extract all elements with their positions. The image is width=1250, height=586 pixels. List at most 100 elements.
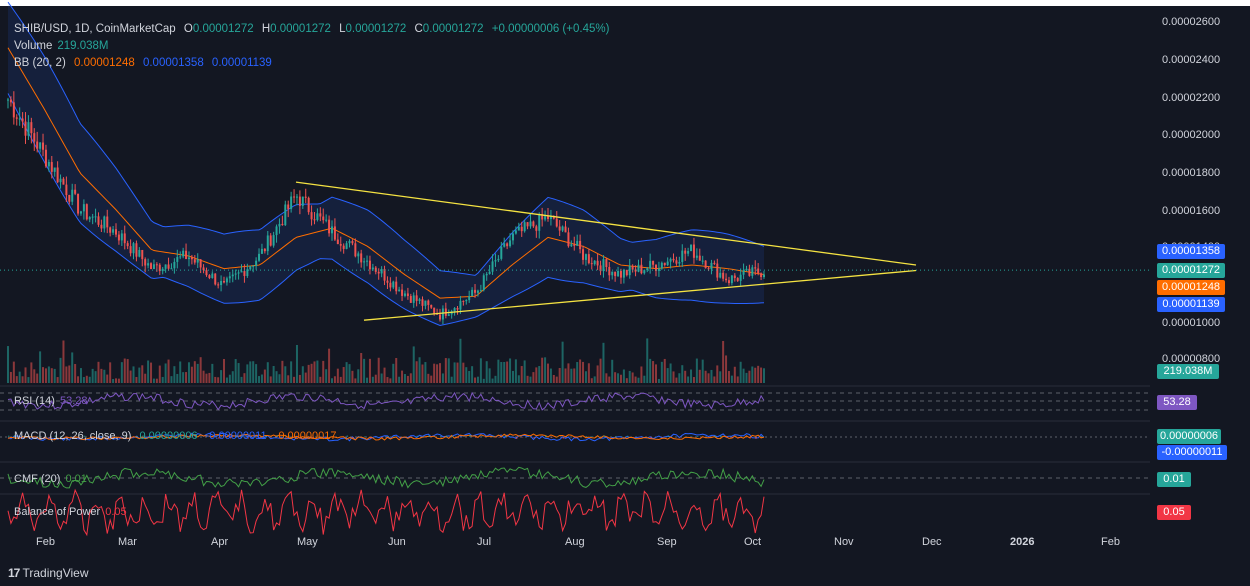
volume-bar	[608, 376, 611, 383]
volume-bar	[587, 363, 590, 383]
candle-body	[50, 162, 53, 172]
close-price-tag: 0.00001272	[1157, 263, 1225, 278]
candle-body	[120, 233, 123, 241]
symbol-label[interactable]: SHIB/USD, 1D, CoinMarketCap	[14, 23, 176, 35]
volume-bar	[439, 363, 441, 383]
candle-body	[167, 264, 170, 269]
candle-body	[237, 272, 240, 274]
candle-body	[436, 313, 439, 315]
candle-body	[39, 142, 42, 149]
volume-bar	[223, 358, 225, 383]
volume-bar	[678, 373, 681, 383]
volume-bar	[255, 364, 258, 383]
bop-legend[interactable]: Balance of Power 0.05	[14, 506, 132, 518]
volume-bar	[722, 340, 725, 383]
macd-hist-bar	[469, 435, 471, 437]
macd-hist-bar	[276, 435, 279, 437]
volume-legend[interactable]: Volume 219.038M	[14, 39, 114, 53]
bb-legend[interactable]: BB (20, 2) 0.00001248 0.00001358 0.00001…	[14, 56, 277, 70]
candle-body	[112, 229, 115, 233]
candle-body	[150, 263, 153, 270]
candle-body	[523, 222, 526, 232]
macd-hist-bar	[475, 437, 477, 438]
rsi-label: RSI (14)	[14, 395, 55, 407]
volume-bar	[91, 368, 94, 383]
volume-bar	[500, 361, 503, 383]
volume-bar	[295, 344, 298, 383]
macd-hist-bar	[142, 435, 144, 437]
candle-body	[266, 235, 269, 252]
volume-bar	[497, 359, 500, 383]
trendline-upper	[295, 181, 917, 266]
volume-bar	[53, 368, 56, 383]
volume-bar	[150, 362, 153, 383]
brand[interactable]: 17 TradingView	[8, 566, 89, 580]
volume-bar	[357, 369, 360, 383]
candle-body	[619, 270, 622, 278]
chart-canvas[interactable]	[0, 0, 1150, 560]
candle-body	[406, 293, 409, 297]
macd-hist-bar	[48, 437, 51, 439]
volume-bar	[727, 371, 730, 383]
macd-tag-2: -0.00000011	[1157, 445, 1227, 460]
candle-body	[132, 243, 135, 254]
candle-body	[313, 219, 316, 221]
tradingview-logo-icon: 17	[8, 566, 20, 580]
volume-bar	[135, 376, 138, 383]
candle-body	[199, 259, 202, 268]
candle-body	[587, 254, 590, 264]
candle-body	[44, 149, 47, 167]
candle-body	[211, 273, 214, 279]
volume-bar	[424, 362, 427, 383]
candle-body	[258, 253, 261, 261]
candle-body	[374, 267, 377, 272]
volume-bar	[360, 352, 363, 383]
macd-hist-bar	[457, 437, 460, 439]
volume-bar	[663, 358, 666, 383]
cmf-legend[interactable]: CMF (20) 0.01	[14, 473, 92, 485]
volume-bar	[436, 364, 439, 383]
bop-line	[7, 488, 765, 537]
volume-bar	[97, 361, 100, 383]
volume-bar	[599, 358, 602, 383]
candle-body	[646, 268, 649, 271]
candle-body	[751, 267, 754, 276]
macd-legend[interactable]: MACD (12, 26, close, 9) 0.00000006 -0.00…	[14, 430, 341, 442]
price-scale[interactable]: 0.00002600 0.00002400 0.00002200 0.00002…	[1150, 6, 1250, 526]
candle-body	[21, 118, 24, 122]
volume-bar	[126, 359, 129, 383]
candle-body	[494, 260, 497, 262]
volume-bar	[260, 374, 263, 383]
candle-body	[409, 296, 412, 303]
candle-body	[182, 250, 185, 257]
candle-body	[529, 221, 532, 227]
trendline-lower	[363, 269, 917, 321]
candle-body	[584, 254, 587, 260]
candle-body	[325, 219, 328, 221]
candle-body	[433, 307, 436, 314]
candle-body	[395, 281, 398, 292]
candle-body	[380, 269, 383, 274]
volume-bar	[427, 373, 430, 383]
volume-bar	[704, 370, 707, 383]
macd-hist-bar	[393, 436, 395, 437]
macd-hist-bar	[13, 435, 16, 437]
candle-body	[497, 258, 500, 261]
candle-body	[164, 264, 167, 269]
volume-bar	[252, 361, 255, 383]
candle-body	[68, 194, 71, 202]
macd-hist-bar	[591, 436, 594, 437]
rsi-legend[interactable]: RSI (14) 53.28	[14, 395, 93, 407]
candle-body	[97, 216, 100, 225]
volume-bar	[611, 359, 614, 383]
volume-bar	[366, 377, 369, 383]
volume-bar	[687, 376, 690, 383]
bb-lower-value: 0.00001139	[211, 57, 272, 69]
volume-bar	[401, 370, 404, 383]
volume-bar	[652, 361, 655, 383]
volume-bar	[719, 371, 722, 383]
volume-bar	[730, 375, 733, 383]
candle-body	[243, 271, 246, 277]
candle-body	[386, 280, 389, 283]
volume-bar	[421, 364, 424, 383]
